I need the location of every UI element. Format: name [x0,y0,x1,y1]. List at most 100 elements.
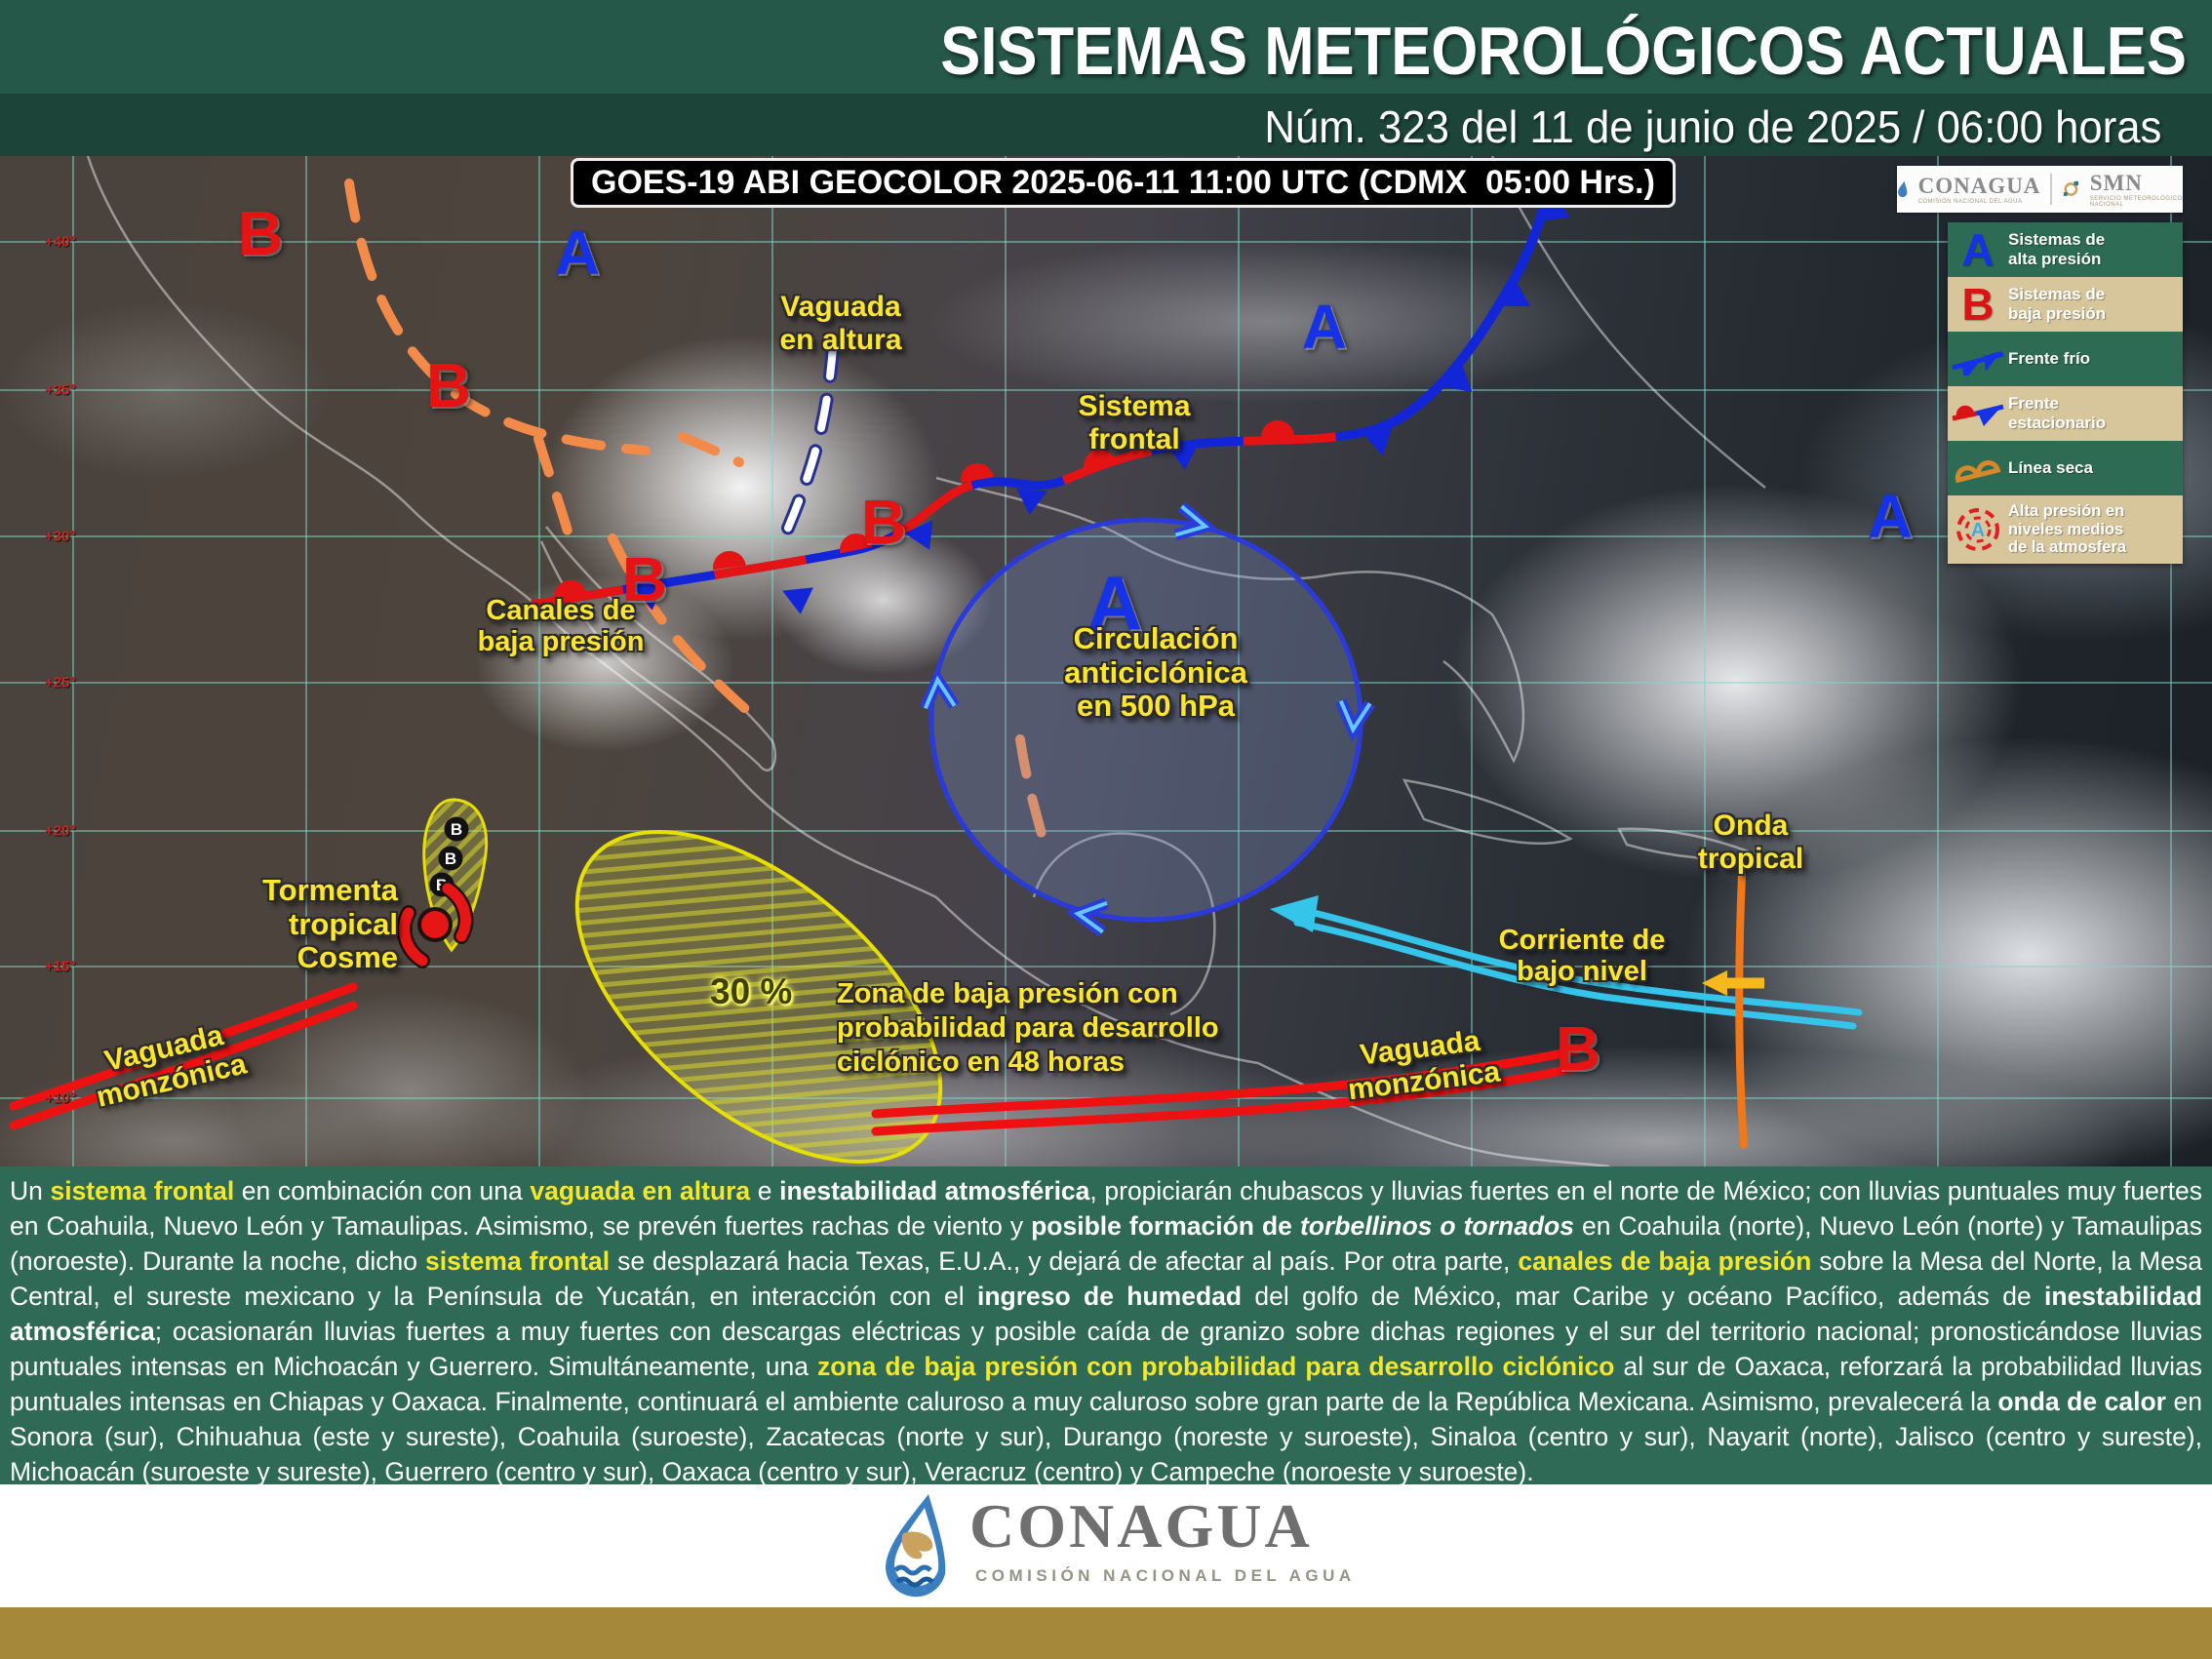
bulletin-segment: en Sonora (sur), Chihuahua (este y sures… [10,1387,2202,1486]
map-legend: A Sistemas de alta presión B Sistemas de… [1948,222,2183,564]
bulletin-segment: inestabilidad atmosférica [10,1282,2202,1346]
tropical-storm-icon [396,881,474,968]
legend-label: Frente frío [2008,349,2091,369]
monsoon-trough-lines [9,982,1591,1136]
svg-text:B: B [445,849,456,868]
legend-label: Línea seca [2008,458,2093,478]
conagua-logo-subtext: COMISIÓN NACIONAL DEL AGUA [1917,198,2023,205]
bulletin-segment: sistema frontal [50,1176,235,1205]
footer-brand-subtitle: COMISIÓN NACIONAL DEL AGUA [975,1566,1356,1585]
tropical-wave-line [1735,871,1748,1149]
conagua-drop-icon [1898,180,1908,198]
satellite-map: B B B [0,156,2212,1166]
graticule [0,156,2212,1166]
bulletin-text: Un sistema frontal en combinación con un… [10,1173,2202,1489]
tropical-wave-label: Onda tropical [1697,810,1804,875]
smn-logo-text: SMN [2089,170,2143,195]
footer: CONAGUA COMISIÓN NACIONAL DEL AGUA [0,1484,2212,1607]
bulletin-segment: e [750,1176,780,1205]
bulletin-segment: sobre la Mesa del Norte, la Mesa Central… [10,1246,2202,1311]
svg-text:B: B [451,820,462,839]
low-level-jet [1270,895,1863,1030]
bulletin-segment: torbellinos o tornados [1299,1211,1574,1241]
bulletin-segment: al sur de Oaxaca, reforzará la probabili… [10,1352,2203,1416]
footer-gold-bar [0,1607,2212,1659]
legend-label: Alta presión en niveles medios de la atm… [2008,501,2127,557]
smn-glyph-icon [2063,180,2078,196]
bulletin-segment: onda de calor [1997,1387,2166,1416]
mid-level-high-icon: A [1956,508,1999,551]
bulletin-segment: ; ocasionarán lluvias fuertes a muy fuer… [10,1317,2202,1381]
legend-item-frente-frio: Frente frío [1948,332,2183,386]
stationary-front [531,420,1370,614]
bulletin-segment: , propiciarán chubascos y lluvias fuerte… [10,1176,2202,1241]
upper-trough-label: Vaguada en altura [779,291,902,356]
bulletin-segment: Un [10,1176,51,1205]
legend-item-linea-seca: Línea seca [1948,441,2183,495]
bulletin-segment: del golfo de México, mar Caribe y océano… [1242,1282,2045,1311]
circulation-chevron [920,501,1375,937]
low-pressure-mark: B [237,197,284,268]
legend-label: Sistemas de alta presión [2008,230,2106,268]
high-pressure-mark: A [554,217,601,288]
high-pressure-mark: A [1867,480,1914,551]
development-probability: 30 % [710,971,793,1011]
bulletin-segment: en Coahuila (norte), Nuevo León (norte) … [10,1211,2202,1276]
legend-label: Sistemas de baja presión [2008,285,2107,323]
satellite-caption: GOES-19 ABI GEOCOLOR 2025-06-11 11:00 UT… [571,158,1676,208]
bulletin-segment: inestabilidad atmosférica [779,1176,1090,1205]
legend-item-frente-estacionario: Frente estacionario [1948,386,2183,441]
legend-item-baja-presion: B Sistemas de baja presión [1948,277,2183,332]
bulletin-segment: sistema frontal [424,1246,611,1276]
legend-item-alta-presion: A Sistemas de alta presión [1948,222,2183,277]
subtitle-bar: Núm. 323 del 11 de junio de 2025 / 06:00… [0,94,2212,156]
low-pressure-icon: B [1961,279,1995,330]
footer-brand: CONAGUA [969,1491,1313,1560]
latitude-label: +40° [45,233,76,251]
low-pressure-mark: B [1555,1012,1601,1084]
development-zone-label: Zona de baja presión con probabilidad pa… [837,978,1219,1078]
bulletin-number: Núm. 323 del 11 de junio de 2025 / 06:00… [1264,101,2161,152]
smn-logo-subtext: SERVICIO METEOROLÓGICO NACIONAL [2089,195,2183,208]
page-title: SISTEMAS METEOROLÓGICOS ACTUALES [940,13,2187,89]
agency-logos: CONAGUA COMISIÓN NACIONAL DEL AGUA SMN S… [1897,166,2183,213]
latitude-label: +30° [45,528,76,545]
high-pressure-icon: A [1961,224,1995,275]
low-pressure-mark: B [621,543,668,614]
low-level-jet-label: Corriente de bajo nivel [1498,925,1666,988]
low-pressure-channels [344,178,1050,853]
tropical-wave-arrow [1702,970,1764,996]
svg-text:A: A [1971,520,1985,541]
stationary-front-icon [1952,404,2004,426]
weather-symbols-layer: B B B [0,156,2212,1166]
low-pressure-channels-label: Canales de baja presión [477,595,645,658]
bulletin-segment: zona de baja presión con probabilidad pa… [817,1352,1615,1381]
latitude-label: +10° [45,1089,76,1107]
latitude-label: +15° [45,958,76,975]
bulletin-segment: ingreso de humedad [976,1282,1243,1311]
high-pressure-mark: A [1086,560,1143,647]
latitude-label: +25° [45,674,76,691]
latitude-label: +20° [45,822,76,840]
legend-item-alta-niveles-medios: A Alta presión en niveles medios de la a… [1948,495,2183,564]
cold-front-icon [1952,351,2004,375]
weather-bulletin: Un sistema frontal en combinación con un… [0,1166,2212,1486]
frontal-system-label: Sistema frontal [1078,390,1191,455]
tropical-storm-cosme-label: Tormenta tropical Cosme [262,873,398,975]
conagua-logo-text: CONAGUA [1917,173,2041,198]
upper-trough-line [773,340,840,553]
bulletin-segment: posible formación de [1031,1211,1300,1241]
title-bar: SISTEMAS METEOROLÓGICOS ACTUALES [0,0,2212,94]
bulletin-segment: en combinación con una [234,1176,531,1205]
bulletin-segment: canales de baja presión [1518,1246,1812,1276]
conagua-logo [885,1494,946,1598]
bulletin-segment: se desplazará hacia Texas, E.U.A., y dej… [610,1246,1519,1276]
bulletin-segment: vaguada en altura [530,1176,751,1205]
cyclonic-development-zone [574,830,943,1164]
legend-label: Frente estacionario [2008,394,2107,432]
anticyclonic-circulation-label: Circulación anticiclónica en 500 hPa [1064,621,1247,724]
low-pressure-mark: B [425,349,472,420]
dry-line-icon [1955,459,2001,484]
high-pressure-mark: A [1301,291,1348,362]
low-pressure-mark: B [860,486,907,557]
